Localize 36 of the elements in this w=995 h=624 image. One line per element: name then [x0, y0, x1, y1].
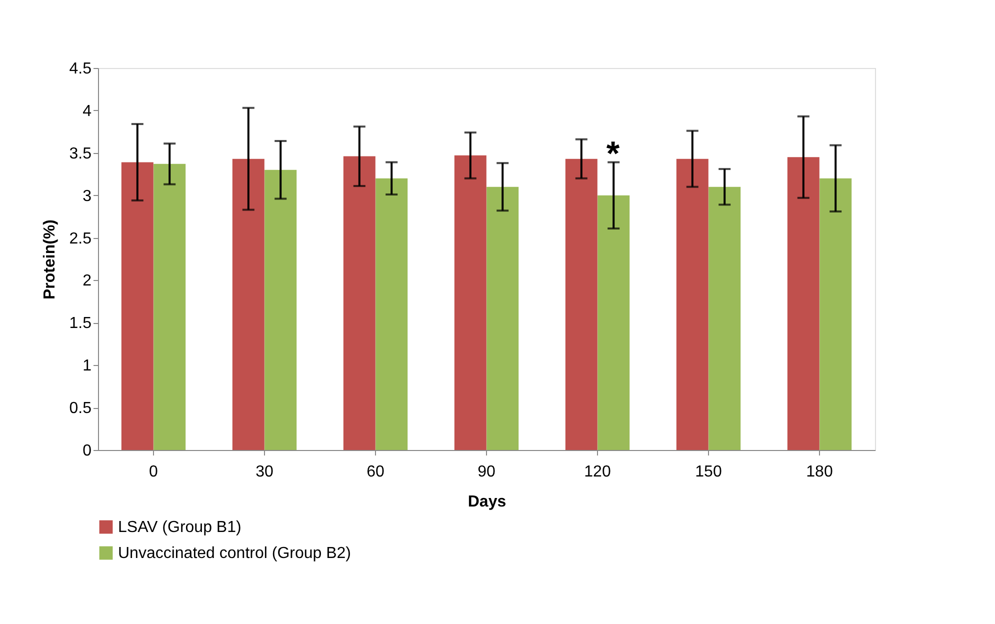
- y-tick-label: 0: [82, 442, 92, 460]
- bar: [676, 158, 708, 450]
- x-tick-label: 60: [366, 464, 384, 480]
- x-tick-label: 180: [806, 464, 833, 480]
- y-tick-label: 4.5: [69, 60, 92, 78]
- bar: [565, 158, 598, 450]
- x-tick-label: 120: [584, 464, 611, 480]
- y-tick-label: 1: [82, 358, 92, 375]
- bar: [264, 170, 297, 450]
- y-tick-label: 4: [82, 102, 92, 120]
- bar: [820, 178, 852, 450]
- bar: [598, 195, 630, 450]
- y-tick-label: 2: [82, 272, 92, 290]
- bar: [154, 164, 186, 450]
- x-tick-label: 30: [256, 464, 274, 480]
- y-tick-label: 3.5: [69, 145, 92, 162]
- x-axis-title: Days: [468, 494, 506, 510]
- y-tick-label: 1.5: [69, 315, 92, 332]
- y-axis-title: Protein(%): [41, 220, 58, 300]
- bar: [486, 186, 519, 450]
- legend-label: Unvaccinated control (Group B2): [118, 545, 351, 562]
- bar: [708, 186, 741, 450]
- x-tick-label: 90: [478, 464, 496, 480]
- bar: [343, 156, 376, 450]
- annotation: *: [606, 135, 620, 173]
- bar: [121, 162, 154, 450]
- legend-label: LSAV (Group B1): [118, 519, 242, 536]
- y-tick-label: 2.5: [69, 230, 92, 248]
- x-tick-label: 0: [149, 464, 158, 480]
- bar: [376, 178, 408, 450]
- y-tick-label: 0.5: [69, 400, 92, 418]
- bar: [232, 158, 264, 450]
- bar: [787, 157, 820, 450]
- x-tick-label: 150: [695, 464, 722, 480]
- bar: [454, 155, 486, 450]
- y-tick-label: 3: [82, 188, 92, 205]
